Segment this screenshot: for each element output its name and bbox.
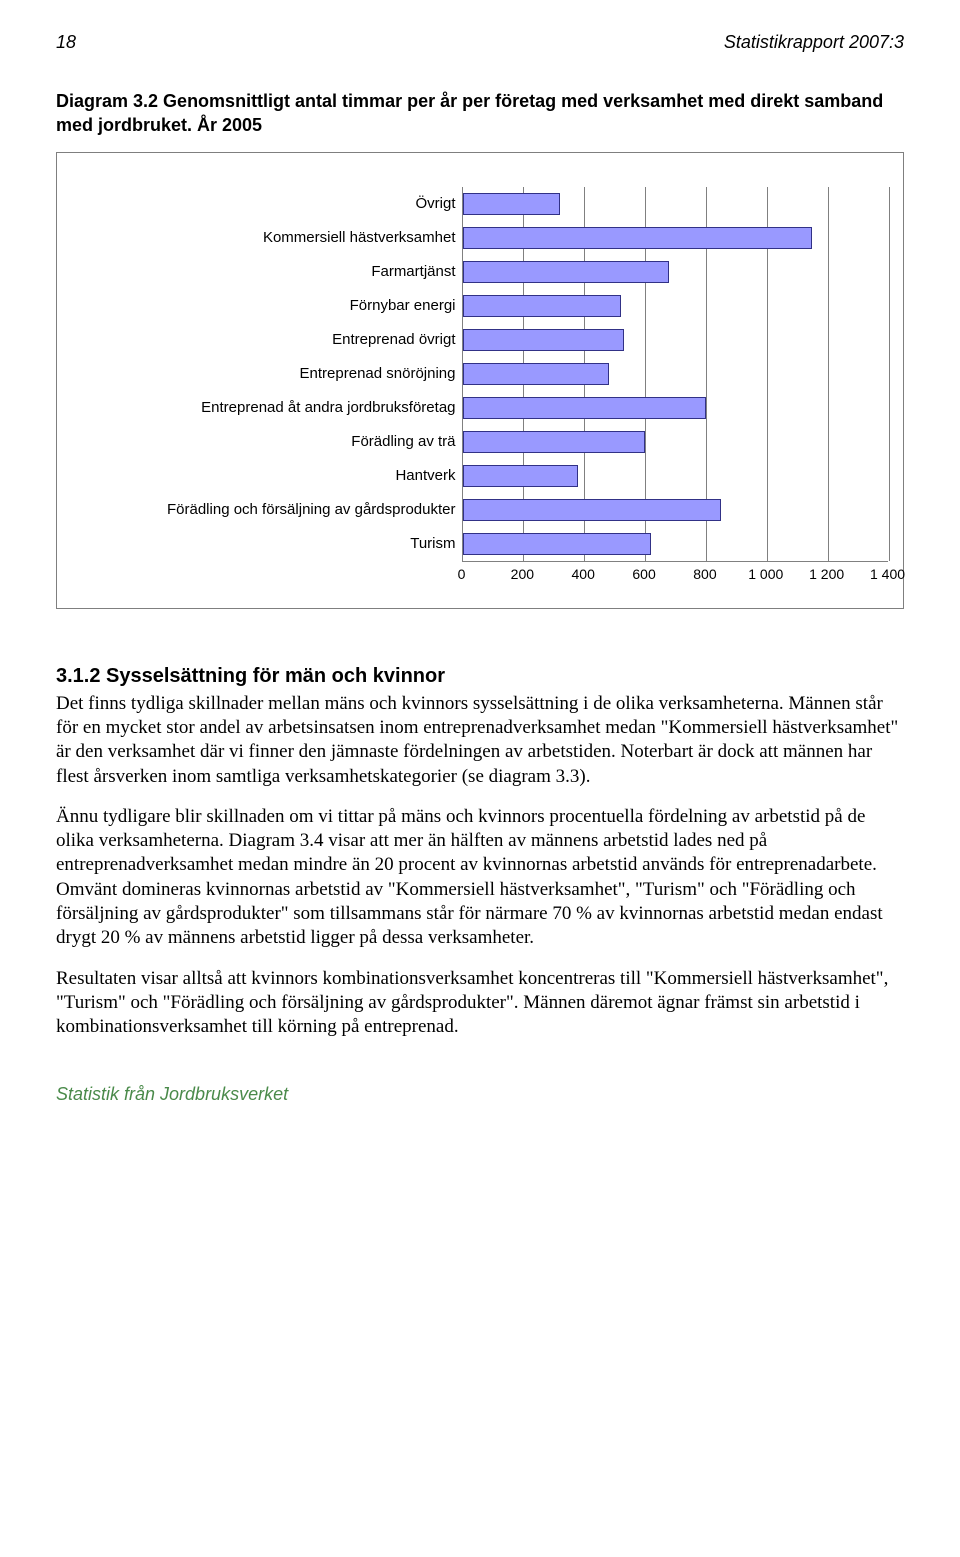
chart-bar-row (463, 221, 888, 255)
chart-bar-row (463, 493, 888, 527)
chart-x-tick-label: 0 (458, 566, 466, 582)
chart-bar (463, 295, 621, 317)
chart-category-label: Turism (167, 527, 456, 561)
chart-x-tick-label: 200 (511, 566, 534, 582)
chart-category-label: Entreprenad övrigt (167, 323, 456, 357)
chart-category-label: Förädling av trä (167, 425, 456, 459)
chart-category-label: Farmartjänst (167, 255, 456, 289)
chart-x-tick-label: 600 (632, 566, 655, 582)
document-title: Statistikrapport 2007:3 (724, 32, 904, 53)
chart-bar-row (463, 425, 888, 459)
chart-bar (463, 227, 813, 249)
chart-bar (463, 193, 560, 215)
chart-bar (463, 465, 579, 487)
chart-plot-wrap: 02004006008001 0001 2001 400 (462, 187, 888, 588)
page-footer: Statistik från Jordbruksverket (56, 1084, 904, 1105)
chart-bar (463, 533, 652, 555)
chart-x-tick-label: 1 200 (809, 566, 844, 582)
chart-category-label: Förnybar energi (167, 289, 456, 323)
chart-category-label: Kommersiell hästverksamhet (167, 221, 456, 255)
chart-x-tick-label: 1 000 (748, 566, 783, 582)
chart-gridline (889, 187, 890, 561)
chart-bar (463, 329, 624, 351)
chart-bar (463, 363, 609, 385)
chart-category-label: Övrigt (167, 187, 456, 221)
chart-bar-row (463, 527, 888, 561)
chart-category-label: Entreprenad åt andra jordbruksföretag (167, 391, 456, 425)
chart-bar-row (463, 187, 888, 221)
chart-bar-row (463, 391, 888, 425)
chart-bar (463, 261, 670, 283)
paragraph-2: Ännu tydligare blir skillnaden om vi tit… (56, 805, 904, 951)
chart-inner: ÖvrigtKommersiell hästverksamhetFarmartj… (167, 187, 879, 588)
chart-category-label: Hantverk (167, 459, 456, 493)
chart-bar-row (463, 357, 888, 391)
chart-plot-area (462, 187, 888, 562)
paragraph-1: Det finns tydliga skillnader mellan mäns… (56, 692, 904, 789)
chart-bar-row (463, 255, 888, 289)
chart-category-label: Entreprenad snöröjning (167, 357, 456, 391)
chart-y-labels: ÖvrigtKommersiell hästverksamhetFarmartj… (167, 187, 462, 588)
chart-bar (463, 499, 722, 521)
paragraph-3: Resultaten visar alltså att kvinnors kom… (56, 967, 904, 1040)
chart-x-ticks: 02004006008001 0001 2001 400 (462, 566, 888, 588)
page-header: 18 Statistikrapport 2007:3 (56, 32, 904, 53)
chart-bar-row (463, 459, 888, 493)
section-heading: 3.1.2 Sysselsättning för män och kvinnor (56, 665, 904, 688)
diagram-caption: Diagram 3.2 Genomsnittligt antal timmar … (56, 89, 904, 138)
chart-bar (463, 431, 646, 453)
chart-container: ÖvrigtKommersiell hästverksamhetFarmartj… (56, 152, 904, 609)
page-number: 18 (56, 32, 76, 53)
chart-x-tick-label: 1 400 (870, 566, 905, 582)
chart-x-tick-label: 800 (693, 566, 716, 582)
chart-bar (463, 397, 706, 419)
chart-x-tick-label: 400 (572, 566, 595, 582)
chart-bar-row (463, 323, 888, 357)
chart-category-label: Förädling och försäljning av gårdsproduk… (167, 493, 456, 527)
chart-bar-row (463, 289, 888, 323)
